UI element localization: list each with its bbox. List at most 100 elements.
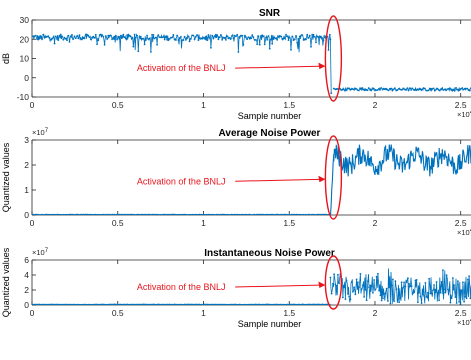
series-point [387, 300, 389, 302]
series-point [152, 34, 155, 36]
series-point [34, 34, 37, 37]
annotation-text: Activation of the BNLJ [137, 176, 226, 186]
series-point [101, 34, 103, 36]
series-point [407, 89, 410, 92]
series-point [217, 38, 220, 41]
series-point [456, 88, 459, 91]
x-tick-label: 1 [201, 218, 206, 228]
series-point [427, 89, 430, 92]
x-tick-label: 1.5 [283, 100, 295, 110]
series-point [397, 298, 399, 301]
series-point [435, 281, 438, 283]
series-point [62, 38, 65, 41]
series-point [393, 300, 395, 302]
series-group [32, 268, 471, 305]
series-point [96, 43, 98, 45]
series-point [380, 87, 383, 89]
x-tick-label: 1 [201, 100, 206, 110]
series-point [442, 269, 444, 272]
series-point [245, 36, 247, 39]
x-tick-label: 0.5 [112, 308, 124, 318]
series-point [364, 289, 367, 291]
series-point [384, 292, 387, 295]
series-point [355, 88, 358, 90]
series-point [406, 87, 409, 90]
series-point [196, 34, 199, 36]
series-point [413, 291, 415, 294]
series-point [112, 36, 115, 39]
series-point [362, 284, 364, 287]
series-point [433, 89, 436, 92]
series-point [449, 301, 452, 304]
series-point [334, 283, 337, 286]
series-point [311, 33, 314, 36]
series-point [37, 38, 40, 41]
y-exponent-label: ×107 [32, 248, 49, 257]
annotation-arrowhead [318, 62, 326, 70]
y-tick-label: 1 [24, 185, 29, 195]
series-point [87, 34, 90, 37]
series-point [242, 43, 245, 46]
series-point [468, 89, 471, 92]
chart-panel-3: Instantaneous Noise Power 0 2 4 6 0 0.5 1 1.5 2 2.… [1, 247, 471, 329]
series-point [57, 39, 60, 41]
series-point [361, 87, 364, 89]
series-point [355, 278, 358, 281]
series-point [86, 33, 88, 36]
series-point [144, 39, 147, 41]
series-point [175, 39, 177, 41]
x-tick-label: 1.5 [283, 308, 295, 318]
series-point [385, 287, 388, 290]
series-point [445, 89, 447, 92]
series-point [457, 280, 459, 282]
series-point [228, 36, 231, 39]
series-point [216, 34, 219, 36]
series-point [83, 37, 86, 40]
series-point [396, 89, 399, 92]
series-point [424, 87, 426, 90]
series-point [255, 39, 257, 41]
series-point [412, 88, 415, 91]
series-point [122, 33, 125, 36]
series-point [77, 37, 80, 40]
series-point [188, 40, 191, 43]
series-point [320, 303, 322, 305]
x-tick-label: 0 [30, 100, 35, 110]
series-point [146, 34, 149, 37]
series-point [231, 34, 234, 37]
series-point [211, 34, 214, 37]
series-point [462, 281, 464, 284]
x-tick-label: 0.5 [112, 218, 124, 228]
series-point [136, 34, 139, 37]
series-point [287, 39, 290, 41]
series-point [430, 292, 433, 295]
series-point [157, 34, 160, 37]
series-point [218, 36, 221, 39]
series-point [73, 35, 76, 38]
y-tick-label: 6 [24, 255, 29, 265]
x-tick-label: 2 [373, 218, 378, 228]
series-point [358, 286, 360, 288]
series-point [165, 36, 167, 39]
series-point [421, 88, 424, 91]
series-point [379, 89, 381, 91]
x-exponent-label: ×104 [457, 228, 471, 237]
series-point [344, 89, 346, 92]
series-point [343, 286, 345, 289]
series-point [359, 273, 362, 275]
annotation-text: Activation of the BNLJ [137, 282, 226, 292]
x-tick-label: 0 [30, 218, 35, 228]
series-point [150, 51, 152, 53]
series-point [380, 299, 383, 302]
series-point [258, 43, 261, 46]
series-point [348, 295, 350, 298]
series-point [342, 296, 344, 299]
series-point [171, 36, 174, 39]
series-point [441, 87, 444, 89]
series-point [306, 33, 309, 36]
series-point [63, 36, 66, 39]
series-point [370, 89, 373, 92]
series-point [467, 278, 469, 281]
series-point [163, 38, 166, 41]
series-point [450, 297, 453, 300]
